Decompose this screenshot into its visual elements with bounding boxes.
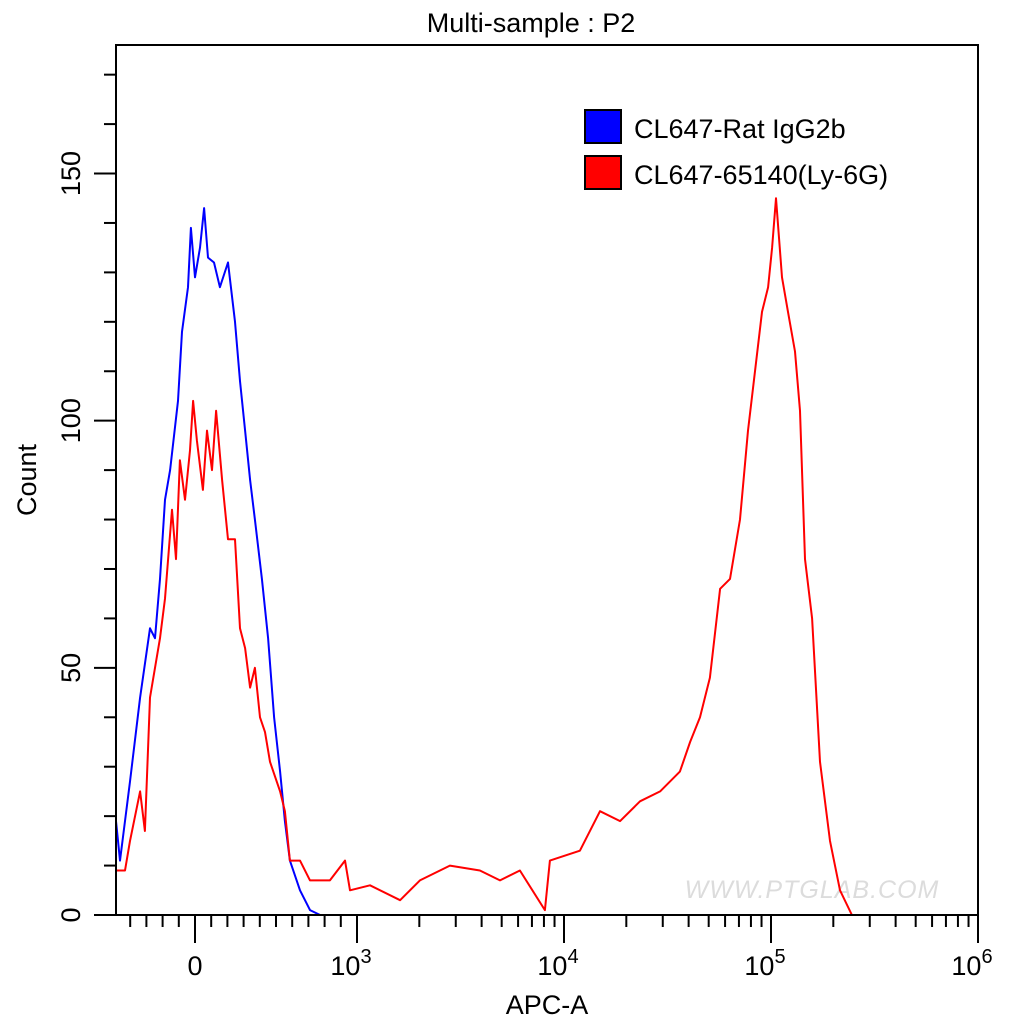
- plot-frame: [115, 44, 979, 916]
- legend: CL647-Rat IgG2b CL647-65140(Ly-6G): [584, 109, 888, 190]
- legend-swatch: [584, 109, 622, 144]
- x-tick-label: 104: [537, 946, 578, 981]
- chart-title: Multi-sample : P2: [427, 8, 636, 38]
- series-line-0: [115, 207, 356, 916]
- legend-swatch: [584, 155, 622, 190]
- y-tick-label: 0: [56, 907, 86, 922]
- y-tick-label: 100: [56, 398, 86, 443]
- legend-label: CL647-Rat IgG2b: [634, 114, 846, 144]
- series-group: [115, 197, 853, 916]
- watermark: WWW.PTGLAB.COM: [685, 876, 940, 904]
- x-tick-label: 103: [330, 946, 371, 981]
- legend-label: CL647-65140(Ly-6G): [634, 160, 888, 190]
- axes: 0 103 104 105 106 0 50 100 150: [56, 73, 993, 981]
- x-tick-label: 105: [744, 946, 785, 981]
- y-axis-label: Count: [12, 443, 42, 516]
- x-tick-label: 106: [951, 946, 992, 981]
- y-tick-label: 50: [56, 653, 86, 683]
- x-tick-label: 0: [187, 951, 202, 981]
- series-line-1: [116, 197, 853, 916]
- y-tick-label: 150: [56, 151, 86, 196]
- x-axis-label: APC-A: [506, 990, 589, 1020]
